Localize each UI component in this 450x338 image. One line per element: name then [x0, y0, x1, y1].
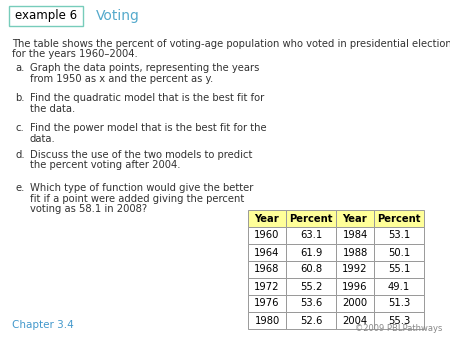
FancyBboxPatch shape [9, 6, 83, 26]
Text: 55.3: 55.3 [388, 315, 410, 325]
Text: b.: b. [15, 93, 24, 103]
Bar [336, 244, 374, 261]
Text: Percent: Percent [289, 214, 333, 223]
Bar [336, 227, 374, 244]
Bar [286, 312, 336, 329]
Text: 52.6: 52.6 [300, 315, 322, 325]
Text: 1960: 1960 [254, 231, 280, 241]
Text: 53.6: 53.6 [300, 298, 322, 309]
Text: 61.9: 61.9 [300, 247, 322, 258]
Text: the percent voting after 2004.: the percent voting after 2004. [30, 161, 180, 170]
Text: a.: a. [15, 63, 24, 73]
Text: 1996: 1996 [342, 282, 368, 291]
Text: Which type of function would give the better: Which type of function would give the be… [30, 183, 253, 193]
Text: Discuss the use of the two models to predict: Discuss the use of the two models to pre… [30, 150, 252, 160]
Text: 53.1: 53.1 [388, 231, 410, 241]
Bar [248, 210, 286, 227]
Bar [248, 244, 286, 261]
Bar [336, 295, 374, 312]
Text: 1976: 1976 [254, 298, 280, 309]
Text: 1988: 1988 [342, 247, 368, 258]
Text: 50.1: 50.1 [388, 247, 410, 258]
Bar [286, 295, 336, 312]
Text: Graph the data points, representing the years: Graph the data points, representing the … [30, 63, 259, 73]
Text: 51.3: 51.3 [388, 298, 410, 309]
Text: Percent: Percent [377, 214, 421, 223]
Bar [248, 312, 286, 329]
Bar [374, 210, 424, 227]
Bar [286, 227, 336, 244]
Text: data.: data. [30, 134, 56, 144]
Text: example 6: example 6 [15, 9, 77, 23]
Text: 1972: 1972 [254, 282, 280, 291]
Text: Voting: Voting [96, 9, 140, 23]
Text: 2004: 2004 [342, 315, 368, 325]
Text: The table shows the percent of voting-age population who voted in presidential e: The table shows the percent of voting-ag… [12, 39, 450, 49]
Text: 63.1: 63.1 [300, 231, 322, 241]
Bar [286, 278, 336, 295]
Text: e.: e. [15, 183, 24, 193]
Bar [336, 261, 374, 278]
Bar [248, 295, 286, 312]
Bar [374, 227, 424, 244]
Text: for the years 1960–2004.: for the years 1960–2004. [12, 49, 138, 59]
Text: voting as 58.1 in 2008?: voting as 58.1 in 2008? [30, 204, 147, 214]
Bar [374, 244, 424, 261]
Bar [336, 312, 374, 329]
Bar [248, 261, 286, 278]
Text: Find the power model that is the best fit for the: Find the power model that is the best fi… [30, 123, 266, 133]
Text: 49.1: 49.1 [388, 282, 410, 291]
Text: c.: c. [15, 123, 24, 133]
Text: 1992: 1992 [342, 265, 368, 274]
Bar [248, 278, 286, 295]
Text: d.: d. [15, 150, 25, 160]
Text: 1964: 1964 [254, 247, 280, 258]
Text: Chapter 3.4: Chapter 3.4 [12, 320, 74, 330]
Text: Find the quadratic model that is the best fit for: Find the quadratic model that is the bes… [30, 93, 264, 103]
Bar [286, 261, 336, 278]
Bar [336, 278, 374, 295]
Text: 2000: 2000 [342, 298, 368, 309]
Text: Year: Year [342, 214, 367, 223]
Bar [374, 312, 424, 329]
Bar [248, 227, 286, 244]
Text: 55.1: 55.1 [388, 265, 410, 274]
Text: the data.: the data. [30, 103, 75, 114]
Bar [374, 295, 424, 312]
Text: 55.2: 55.2 [300, 282, 322, 291]
Bar [336, 210, 374, 227]
Text: 60.8: 60.8 [300, 265, 322, 274]
Text: 1968: 1968 [254, 265, 280, 274]
Text: fit if a point were added giving the percent: fit if a point were added giving the per… [30, 193, 244, 203]
Text: 1980: 1980 [254, 315, 279, 325]
Text: 1984: 1984 [342, 231, 368, 241]
Text: Year: Year [255, 214, 279, 223]
Bar [286, 244, 336, 261]
Text: ©2009 PBLPathways: ©2009 PBLPathways [355, 324, 442, 333]
Text: from 1950 as x and the percent as y.: from 1950 as x and the percent as y. [30, 73, 213, 83]
Bar [286, 210, 336, 227]
Bar [374, 261, 424, 278]
Bar [374, 278, 424, 295]
